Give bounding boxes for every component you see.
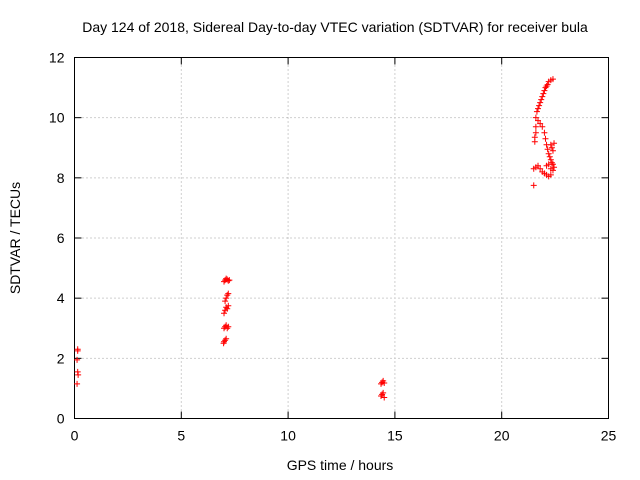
y-tick-label: 4 <box>57 290 65 306</box>
data-point <box>546 153 553 160</box>
data-point <box>537 99 544 106</box>
data-point <box>381 380 388 387</box>
data-point <box>535 105 542 112</box>
data-point <box>222 298 229 305</box>
data-point <box>549 167 556 174</box>
data-point <box>544 146 551 153</box>
data-point <box>223 295 230 302</box>
data-point <box>549 76 556 83</box>
y-tick-label: 2 <box>57 350 65 366</box>
y-tick-label: 8 <box>57 170 65 186</box>
data-point <box>532 114 539 121</box>
data-point <box>535 117 542 124</box>
data-point <box>547 156 554 163</box>
data-point <box>226 277 233 284</box>
data-point <box>536 102 543 109</box>
data-point <box>538 96 545 103</box>
data-point <box>541 87 548 94</box>
data-point <box>381 394 388 401</box>
tick-layer: 0 5 10 15 20 25 0 2 4 6 8 10 12 <box>49 50 617 444</box>
data-points <box>74 76 558 401</box>
x-tick-label: 5 <box>177 428 185 444</box>
x-tick-label: 25 <box>601 428 617 444</box>
data-point <box>539 93 546 100</box>
x-axis-label: GPS time / hours <box>287 457 394 473</box>
data-point <box>537 120 544 127</box>
data-point <box>224 305 231 312</box>
x-tick-label: 10 <box>280 428 296 444</box>
chart-title: Day 124 of 2018, Sidereal Day-to-day VTE… <box>82 19 588 35</box>
data-point <box>531 134 538 141</box>
data-point <box>223 335 230 342</box>
data-point <box>224 292 231 299</box>
data-point <box>530 182 537 189</box>
data-point <box>225 277 232 284</box>
grid-layer <box>74 57 609 419</box>
x-tick-label: 0 <box>71 428 79 444</box>
data-point <box>545 161 552 168</box>
data-point <box>532 129 539 136</box>
y-axis-label: SDTVAR / TECUs <box>7 182 23 294</box>
data-point <box>533 108 540 115</box>
data-point <box>380 389 387 396</box>
y-tick-label: 12 <box>49 50 65 66</box>
data-point <box>539 123 546 130</box>
y-tick-label: 0 <box>57 411 65 427</box>
data-point <box>225 290 232 297</box>
data-point <box>74 356 81 363</box>
data-point <box>74 380 81 387</box>
x-tick-label: 20 <box>494 428 510 444</box>
data-point <box>222 337 229 344</box>
data-point <box>74 347 81 354</box>
data-point <box>220 340 227 347</box>
data-point <box>535 162 542 169</box>
data-point <box>537 165 544 172</box>
data-point <box>540 90 547 97</box>
data-point <box>547 171 554 178</box>
y-tick-label: 10 <box>49 110 65 126</box>
x-tick-label: 15 <box>387 428 403 444</box>
data-point <box>545 150 552 157</box>
data-point <box>221 310 228 317</box>
data-point <box>549 147 556 154</box>
data-point <box>544 81 551 88</box>
data-point <box>532 123 539 130</box>
data-point <box>225 323 232 330</box>
data-point <box>551 140 558 147</box>
data-point <box>225 302 232 309</box>
data-point <box>548 144 555 151</box>
data-point <box>542 135 549 142</box>
data-point <box>75 371 82 378</box>
data-point <box>551 164 558 171</box>
data-point <box>547 141 554 148</box>
data-point <box>541 129 548 136</box>
y-tick-label: 6 <box>57 230 65 246</box>
